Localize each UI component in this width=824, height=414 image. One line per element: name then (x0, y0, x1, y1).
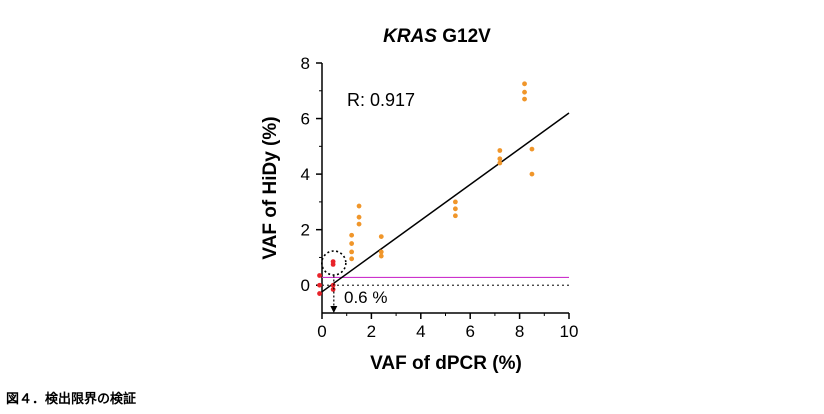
regression-line (319, 112, 570, 295)
x-axis-label: VAF of dPCR (%) (370, 353, 522, 374)
positive-point (452, 206, 458, 212)
positive-point (356, 221, 362, 227)
y-tick-label: 0 (301, 276, 310, 295)
positive-point (522, 81, 527, 87)
correlation-annotation: R: 0.917 (347, 90, 415, 110)
positive-point (497, 156, 503, 162)
negative-point (330, 286, 336, 292)
positive-point (356, 203, 362, 209)
positive-point (378, 253, 384, 259)
positive-point (356, 214, 362, 220)
x-tick-label: 4 (416, 322, 425, 341)
lod-arrow-head (330, 306, 338, 313)
positive-point (349, 241, 355, 246)
figure-caption: 図４．検出限界の検証 (6, 392, 137, 407)
positive-point (522, 89, 527, 95)
x-tick-label: 10 (560, 322, 579, 341)
positive-point (378, 234, 384, 240)
positive-point (529, 171, 535, 177)
negative-point (317, 273, 322, 278)
positive-point (349, 249, 355, 255)
positive-point (497, 160, 503, 166)
chart-title: KRAS G12V (383, 26, 491, 47)
y-tick-label: 2 (301, 221, 310, 240)
negative-point (317, 291, 322, 296)
lod-label: 0.6 % (344, 288, 387, 307)
positive-point (497, 148, 503, 153)
y-tick-label: 4 (301, 165, 310, 184)
positive-point (529, 146, 535, 152)
positive-point (522, 96, 527, 102)
negative-point (317, 282, 322, 288)
positive-point (349, 232, 355, 238)
positive-point (452, 199, 458, 205)
negative-point (330, 282, 336, 288)
positive-point (452, 213, 458, 219)
x-tick-label: 0 (317, 322, 326, 341)
lod-circle-marker (321, 250, 347, 276)
x-tick-label: 2 (367, 322, 376, 341)
y-axis-label: VAF of HiDy (%) (260, 116, 281, 259)
positive-point (349, 256, 355, 262)
negative-point (330, 259, 336, 265)
positive-point (378, 249, 384, 255)
y-tick-label: 6 (301, 110, 310, 129)
y-tick-label: 8 (301, 54, 310, 73)
x-tick-label: 6 (465, 322, 474, 341)
x-tick-label: 8 (515, 322, 524, 341)
